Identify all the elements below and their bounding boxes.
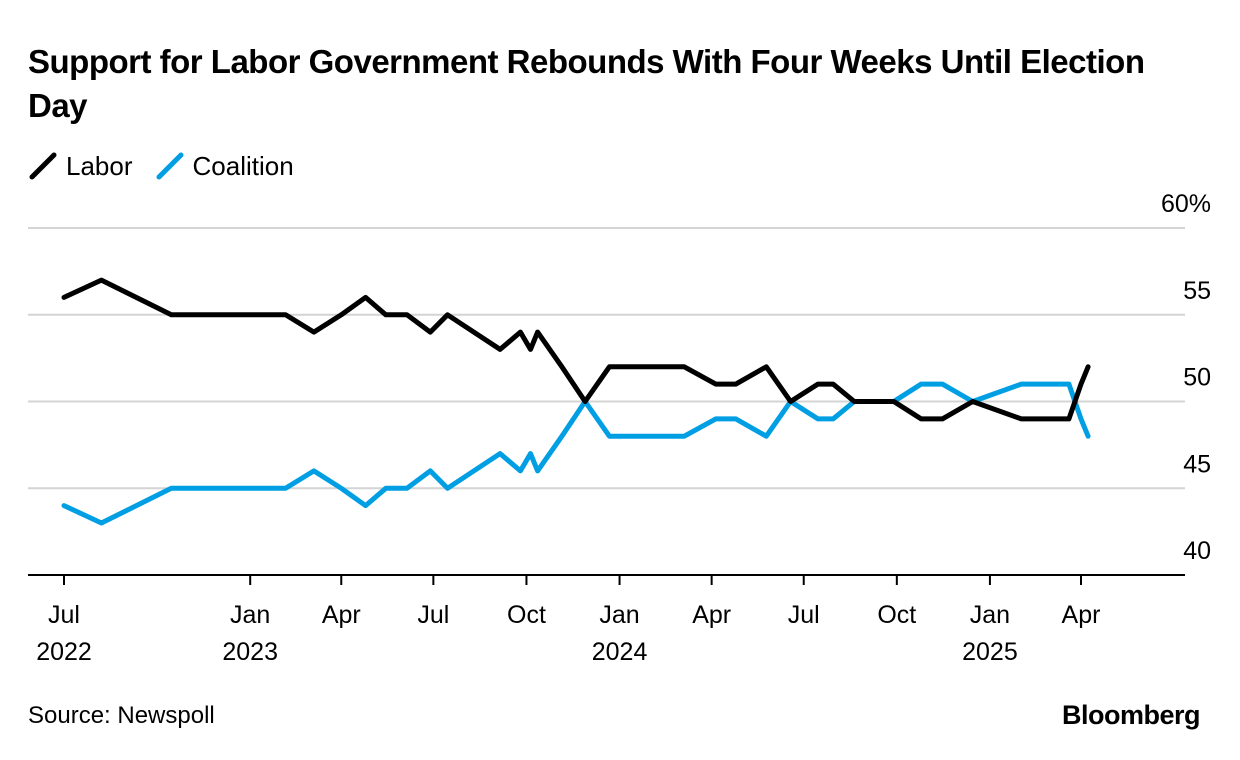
x-tick-label-month-2: Apr (322, 601, 361, 629)
x-tick-label-month-5: Jan (599, 601, 639, 629)
x-tick-label-month-8: Oct (877, 601, 916, 629)
legend-swatch-labor (29, 152, 57, 180)
bloomberg-logo: Bloomberg (1061, 700, 1201, 730)
x-tick-label-month-9: Jan (970, 601, 1010, 629)
x-tick-label-month-7: Jul (788, 601, 820, 629)
x-tick-label-year-1: 2023 (222, 638, 278, 666)
legend: Labor Coalition (28, 148, 316, 184)
legend-label-labor: Labor (66, 150, 133, 181)
source-note: Source: Newspoll (28, 702, 215, 729)
x-tick-label-month-0: Jul (48, 601, 80, 629)
x-tick-label-month-1: Jan (230, 601, 270, 629)
legend-swatch-coalition (156, 152, 183, 180)
y-tick-label-40: 40 (1183, 537, 1211, 565)
x-tick-label-year-5: 2024 (592, 638, 648, 666)
chart-title: Support for Labor Government Rebounds Wi… (28, 43, 1145, 124)
y-tick-label-55: 55 (1183, 277, 1211, 305)
legend-label-coalition: Coalition (192, 150, 294, 181)
x-tick-label-month-4: Oct (507, 601, 546, 629)
series-line-coalition (61, 381, 1091, 526)
x-tick-label-year-9: 2025 (962, 638, 1018, 666)
y-tick-label-60: 60% (1161, 190, 1211, 218)
y-tick-label-45: 45 (1183, 450, 1211, 478)
x-tick-label-year-0: 2022 (36, 638, 92, 666)
y-tick-label-50: 50 (1183, 364, 1211, 392)
series-line-labor (61, 277, 1091, 422)
legend-item-labor: Labor (28, 151, 133, 182)
legend-item-coalition: Coalition (155, 151, 294, 182)
x-tick-label-month-3: Jul (417, 601, 449, 629)
x-tick-label-month-10: Apr (1062, 601, 1101, 629)
x-tick-label-month-6: Apr (692, 601, 731, 629)
